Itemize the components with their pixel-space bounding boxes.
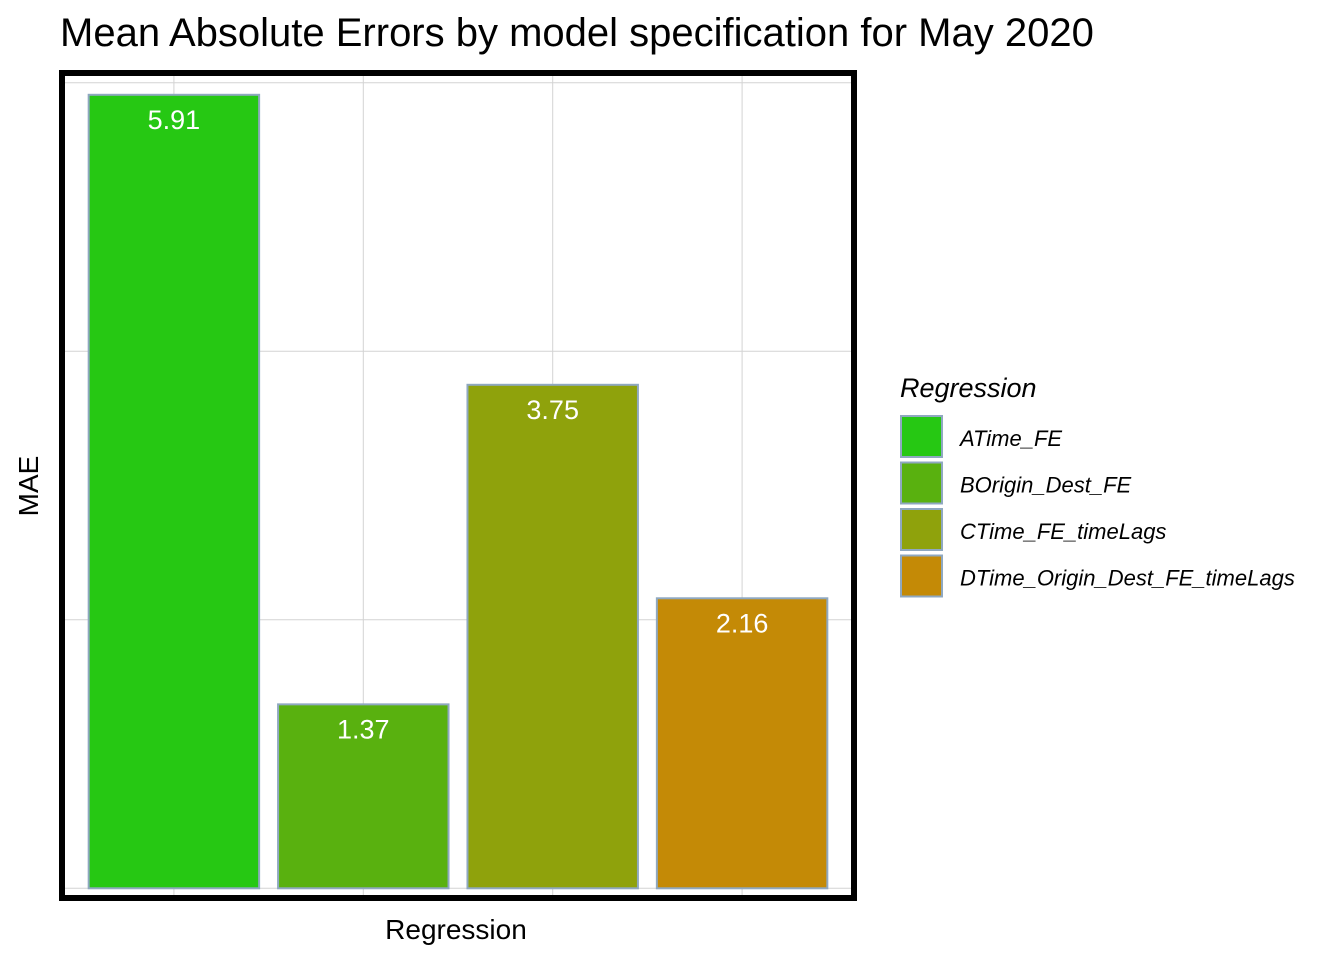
legend-items: ATime_FE BOrigin_Dest_FE CTime_FE_timeLags… [900,415,1295,598]
legend-swatch [900,461,943,505]
legend-swatch [900,508,943,551]
legend-entry-label: CTime_FE_timeLags [960,519,1166,544]
bar-DTime_Origin_Dest_FE_timeLags [655,597,829,890]
bar-ATime_FE [87,93,261,890]
bar-BOrigin_Dest_FE [277,703,450,890]
legend: Regression ATime_FE BOrigin_Dest_FE CTime_… [900,373,1295,598]
legend-entry-label: BOrigin_Dest_FE [960,473,1132,498]
legend-swatch [900,554,943,598]
legend-entry-label: DTime_Origin_Dest_FE_timeLags [960,566,1295,591]
legend-swatch [900,415,943,458]
bar-CTime_FE_timeLags [466,383,639,890]
legend-entry-label: ATime_FE [958,426,1062,451]
value-label: 5.91 [148,105,201,135]
legend-title: Regression [900,373,1037,403]
chart-title: Mean Absolute Errors by model specificat… [60,11,1094,55]
y-axis-label: MAE [13,456,44,517]
bars-layer [87,93,829,890]
value-label: 3.75 [526,395,579,425]
panel-border [59,70,857,901]
x-axis-label: Regression [385,914,527,945]
value-labels-layer: 5.91 1.37 3.75 2.16 [148,105,769,745]
value-label: 2.16 [716,608,769,638]
value-label: 1.37 [337,714,390,744]
